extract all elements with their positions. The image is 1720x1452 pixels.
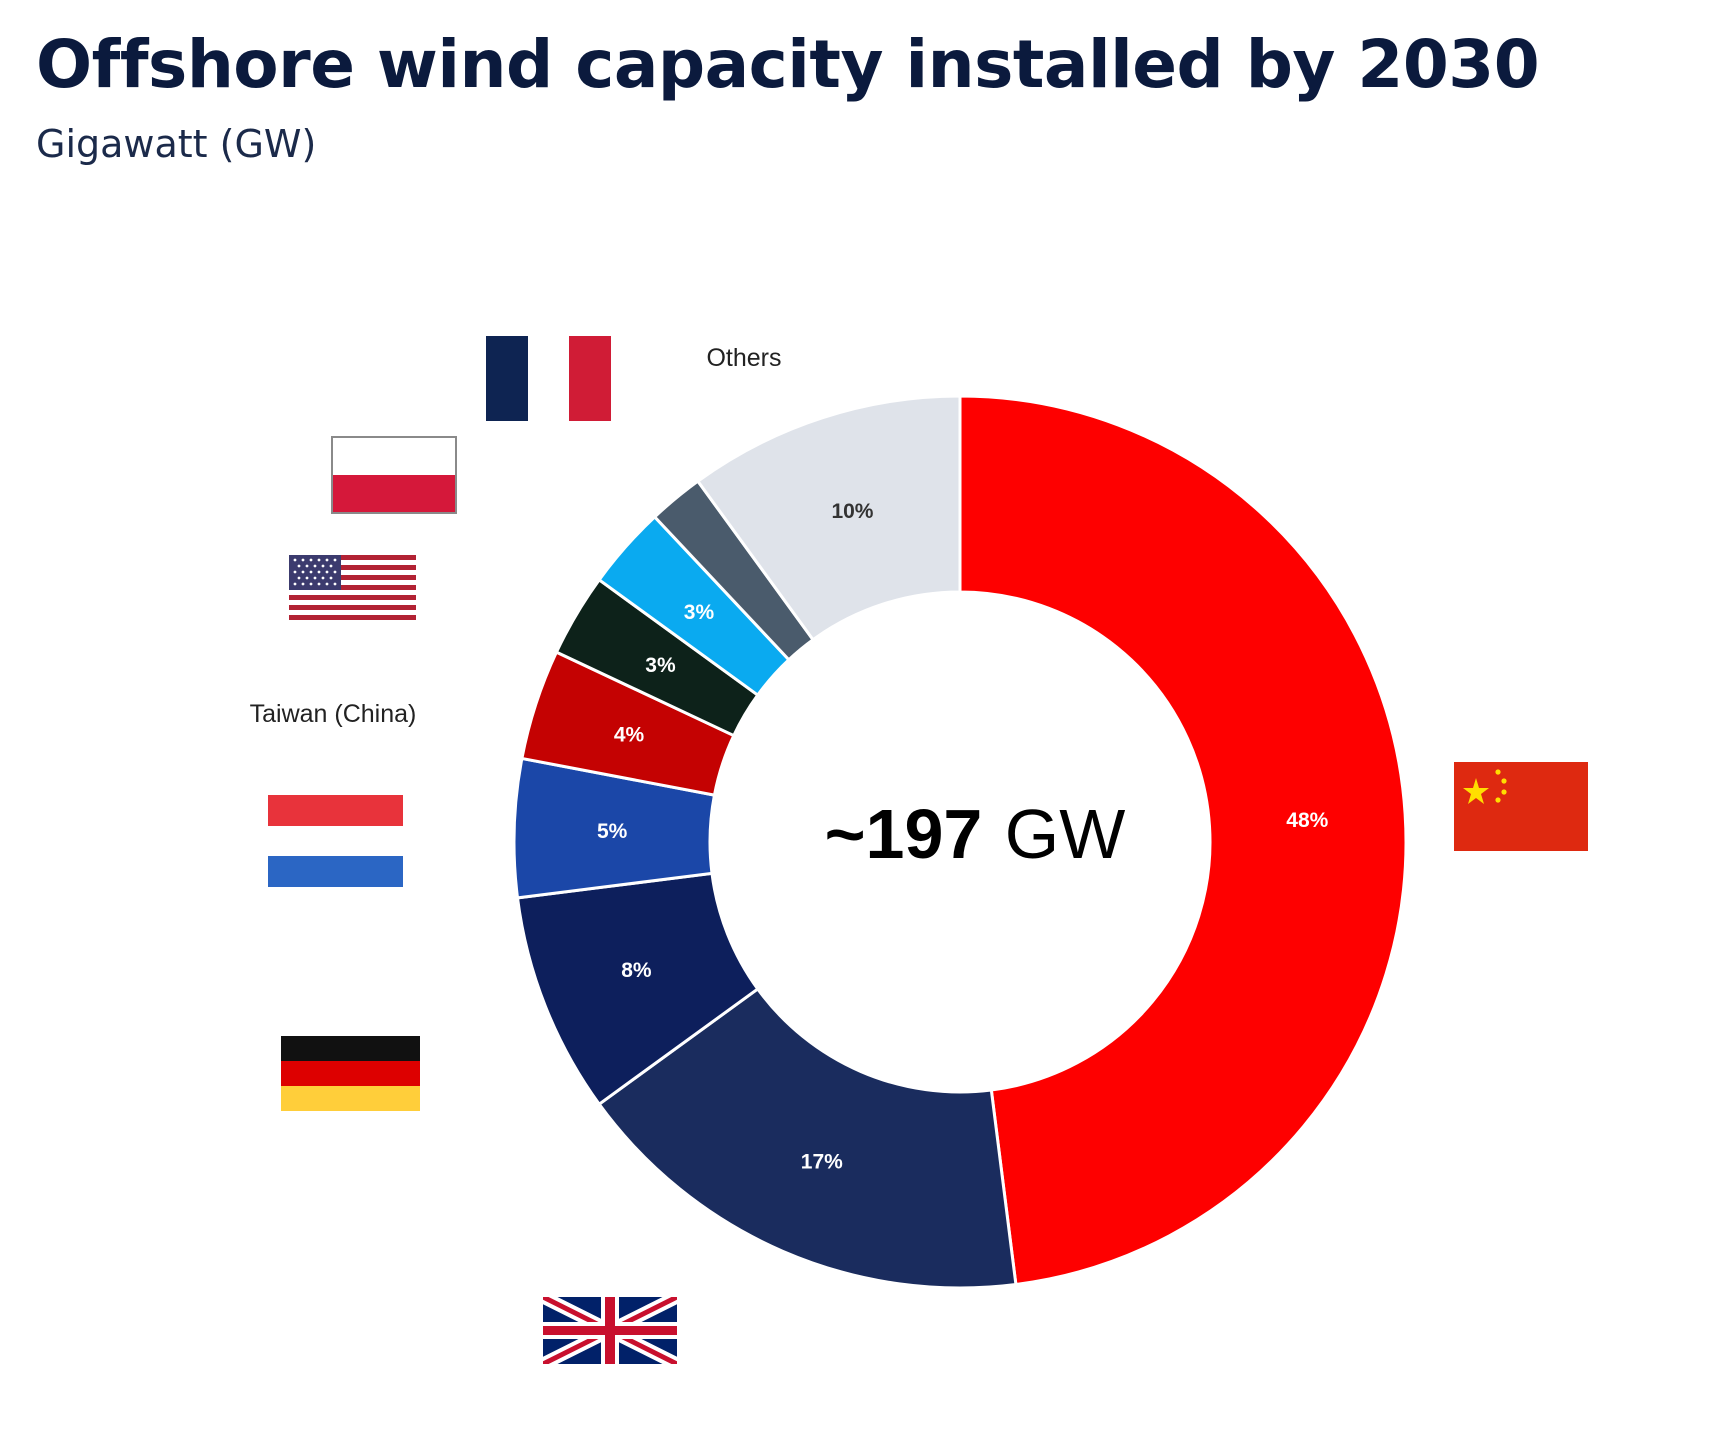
usa-flag-icon — [289, 555, 416, 620]
poland-flag-icon — [331, 436, 457, 514]
slice-label-poland: 3% — [684, 601, 715, 624]
slice-others — [695, 394, 962, 642]
chart-subtitle: Gigawatt (GW) — [36, 122, 317, 166]
center-total: ~197 GW — [825, 795, 1126, 873]
slice-label-uk: 17% — [801, 1150, 843, 1173]
netherlands-flag-icon — [268, 795, 403, 887]
slice-uk — [597, 986, 1018, 1290]
france-flag-icon — [486, 336, 611, 421]
slice-label-germany: 8% — [621, 959, 652, 982]
taiwan-label: Taiwan (China) — [250, 700, 417, 728]
germany-flag-icon — [281, 1036, 420, 1111]
center-total-value: ~197 — [825, 795, 983, 873]
donut-slices — [512, 394, 1408, 1290]
others-label: Others — [706, 344, 781, 372]
slice-label-usa: 3% — [645, 654, 676, 677]
chart-title: Offshore wind capacity installed by 2030 — [36, 26, 1540, 103]
slice-label-others: 10% — [831, 500, 873, 523]
china-flag-icon — [1454, 762, 1588, 851]
slice-china — [958, 394, 1408, 1287]
uk-flag-icon — [543, 1297, 677, 1364]
slice-label-netherlands: 5% — [597, 820, 628, 843]
slice-label-china: 48% — [1286, 809, 1328, 832]
slice-labels: 48% 17% 8% 5% 4% 3% 3% 10% — [597, 500, 1329, 1173]
slice-label-taiwan: 4% — [614, 723, 645, 746]
center-total-unit: GW — [1005, 795, 1126, 873]
